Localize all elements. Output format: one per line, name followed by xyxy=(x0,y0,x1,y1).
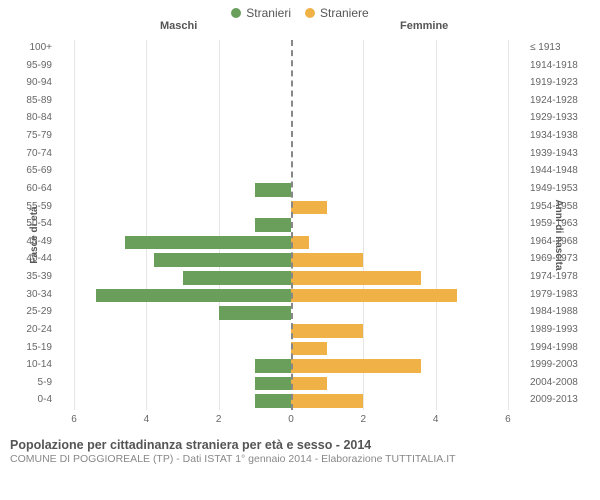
bar-male xyxy=(255,377,291,391)
year-label: 1949-1953 xyxy=(530,181,578,197)
age-label: 0-4 xyxy=(38,392,52,408)
year-label: 1979-1983 xyxy=(530,287,578,303)
legend-label-female: Straniere xyxy=(320,6,369,20)
header-female: Femmine xyxy=(400,20,448,32)
age-label: 5-9 xyxy=(38,375,52,391)
year-label: 1969-1973 xyxy=(530,251,578,267)
center-line xyxy=(291,40,293,410)
age-label: 75-79 xyxy=(26,128,52,144)
legend-label-male: Stranieri xyxy=(246,6,291,20)
year-label: 1924-1928 xyxy=(530,93,578,109)
bar-female xyxy=(291,377,327,391)
bar-female xyxy=(291,253,363,267)
age-label: 20-24 xyxy=(26,322,52,338)
x-tick: 6 xyxy=(71,414,77,425)
x-tick: 2 xyxy=(361,414,367,425)
bar-female xyxy=(291,394,363,408)
x-axis-ticks: 6 4 2 0 2 4 6 xyxy=(56,414,526,428)
year-label: 1914-1918 xyxy=(530,58,578,74)
age-label: 25-29 xyxy=(26,304,52,320)
chart-title: Popolazione per cittadinanza straniera p… xyxy=(10,438,590,452)
year-label: 1964-1968 xyxy=(530,234,578,250)
year-label: 1929-1933 xyxy=(530,110,578,126)
header-male: Maschi xyxy=(160,20,197,32)
age-label: 40-44 xyxy=(26,251,52,267)
age-label: 45-49 xyxy=(26,234,52,250)
age-label: 100+ xyxy=(29,40,52,56)
bar-male xyxy=(255,394,291,408)
bar-male xyxy=(183,271,291,285)
x-tick: 6 xyxy=(505,414,511,425)
age-label: 90-94 xyxy=(26,75,52,91)
bar-male xyxy=(255,218,291,232)
age-label: 30-34 xyxy=(26,287,52,303)
age-label: 35-39 xyxy=(26,269,52,285)
year-label: 2009-2013 xyxy=(530,392,578,408)
age-label: 15-19 xyxy=(26,340,52,356)
bar-female xyxy=(291,324,363,338)
legend-swatch-female xyxy=(305,8,315,18)
year-label: 1989-1993 xyxy=(530,322,578,338)
year-label: 1959-1963 xyxy=(530,216,578,232)
year-label: 1919-1923 xyxy=(530,75,578,91)
bar-female xyxy=(291,236,309,250)
bar-male xyxy=(125,236,291,250)
year-label: ≤ 1913 xyxy=(530,40,561,56)
legend-item-female: Straniere xyxy=(305,6,369,20)
legend-item-male: Stranieri xyxy=(231,6,291,20)
bar-female xyxy=(291,201,327,215)
footer: Popolazione per cittadinanza straniera p… xyxy=(0,434,600,465)
age-label: 55-59 xyxy=(26,199,52,215)
plot-area: 6420246 100+≤ 191395-991914-191890-94191… xyxy=(56,40,526,410)
year-label: 1999-2003 xyxy=(530,357,578,373)
bar-female xyxy=(291,342,327,356)
x-tick: 4 xyxy=(433,414,439,425)
year-label: 1939-1943 xyxy=(530,146,578,162)
year-label: 1954-1958 xyxy=(530,199,578,215)
x-tick: 0 xyxy=(288,414,294,425)
x-tick: 2 xyxy=(216,414,222,425)
age-label: 60-64 xyxy=(26,181,52,197)
age-label: 65-69 xyxy=(26,163,52,179)
year-label: 1974-1978 xyxy=(530,269,578,285)
age-label: 70-74 xyxy=(26,146,52,162)
column-headers: Maschi Femmine xyxy=(0,20,600,36)
age-label: 10-14 xyxy=(26,357,52,373)
chart: Fasce di età Anni di nascita 6420246 100… xyxy=(0,36,600,434)
year-label: 2004-2008 xyxy=(530,375,578,391)
age-label: 85-89 xyxy=(26,93,52,109)
bar-male xyxy=(154,253,291,267)
bar-female xyxy=(291,271,421,285)
age-label: 50-54 xyxy=(26,216,52,232)
year-label: 1934-1938 xyxy=(530,128,578,144)
year-label: 1944-1948 xyxy=(530,163,578,179)
bar-male xyxy=(96,289,291,303)
bar-female xyxy=(291,289,457,303)
legend: Stranieri Straniere xyxy=(0,0,600,20)
chart-subtitle: COMUNE DI POGGIOREALE (TP) - Dati ISTAT … xyxy=(10,453,590,465)
x-tick: 4 xyxy=(144,414,150,425)
year-label: 1994-1998 xyxy=(530,340,578,356)
year-label: 1984-1988 xyxy=(530,304,578,320)
bar-male xyxy=(255,183,291,197)
bar-male xyxy=(255,359,291,373)
bar-female xyxy=(291,359,421,373)
legend-swatch-male xyxy=(231,8,241,18)
bar-male xyxy=(219,306,291,320)
age-label: 80-84 xyxy=(26,110,52,126)
age-label: 95-99 xyxy=(26,58,52,74)
